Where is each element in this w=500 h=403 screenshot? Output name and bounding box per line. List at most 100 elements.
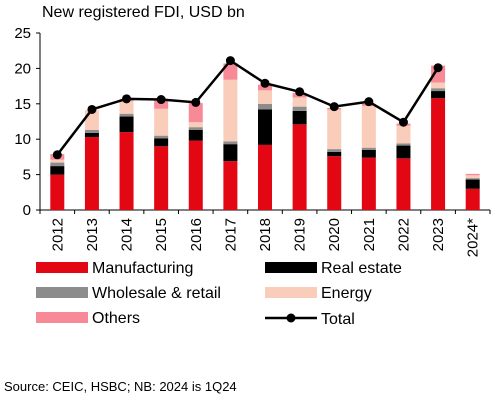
bar-wholesale-retail-2015 bbox=[154, 135, 169, 139]
bar-manufacturing-2024 bbox=[465, 188, 480, 210]
bar-manufacturing-2013 bbox=[84, 137, 99, 210]
x-tick-label: 2018 bbox=[257, 218, 274, 251]
bar-wholesale-retail-2016 bbox=[188, 127, 203, 130]
x-tick-label: 2020 bbox=[326, 218, 343, 251]
bar-energy-2014 bbox=[119, 100, 134, 114]
bar-manufacturing-2021 bbox=[361, 157, 376, 210]
total-point bbox=[52, 150, 62, 160]
bar-real-estate-2024 bbox=[465, 179, 480, 189]
bar-real-estate-2021 bbox=[361, 149, 376, 158]
x-tick-label: 2017 bbox=[222, 218, 239, 251]
total-point bbox=[433, 63, 443, 73]
x-tick-label: 2015 bbox=[153, 218, 170, 251]
total-point bbox=[364, 97, 374, 107]
y-tick-label: 25 bbox=[14, 25, 31, 42]
bar-manufacturing-2022 bbox=[396, 158, 411, 210]
x-tick-label: 2023 bbox=[430, 218, 447, 251]
bar-wholesale-retail-2017 bbox=[223, 141, 238, 145]
bar-manufacturing-2014 bbox=[119, 132, 134, 210]
legend-label: Others bbox=[92, 310, 140, 327]
bar-energy-2017 bbox=[223, 79, 238, 142]
x-tick-label: 2024* bbox=[465, 218, 482, 257]
legend-swatch-others bbox=[36, 312, 88, 323]
bar-wholesale-retail-2018 bbox=[258, 103, 272, 110]
bar-wholesale-retail-2022 bbox=[396, 143, 411, 146]
legend-label: Real estate bbox=[321, 260, 402, 277]
bar-real-estate-2020 bbox=[327, 151, 342, 157]
x-tick-label: 2016 bbox=[188, 218, 205, 251]
legend-label: Manufacturing bbox=[92, 260, 193, 277]
total-point bbox=[225, 56, 235, 66]
source-note: Source: CEIC, HSBC; NB: 2024 is 1Q24 bbox=[4, 379, 237, 394]
bar-energy-2015 bbox=[154, 108, 169, 136]
bar-energy-2012 bbox=[50, 159, 65, 163]
bar-energy-2022 bbox=[396, 125, 411, 144]
legend-label: Wholesale & retail bbox=[92, 285, 221, 302]
chart-title: New registered FDI, USD bn bbox=[42, 4, 245, 21]
bar-wholesale-retail-2014 bbox=[119, 113, 134, 117]
bar-wholesale-retail-2019 bbox=[292, 106, 307, 111]
bar-wholesale-retail-2013 bbox=[84, 129, 99, 133]
bar-real-estate-2017 bbox=[223, 144, 238, 162]
bar-wholesale-retail-2023 bbox=[431, 88, 446, 92]
y-tick-label: 0 bbox=[23, 202, 31, 219]
total-point bbox=[122, 94, 132, 104]
bar-real-estate-2019 bbox=[292, 110, 307, 125]
bar-manufacturing-2017 bbox=[223, 161, 238, 210]
x-tick-label: 2021 bbox=[361, 218, 378, 251]
bar-real-estate-2023 bbox=[431, 91, 446, 99]
total-series-line bbox=[56, 58, 440, 156]
total-point bbox=[87, 104, 97, 114]
chart-bars bbox=[50, 63, 480, 210]
bar-others-2017 bbox=[223, 63, 238, 80]
bar-real-estate-2013 bbox=[84, 132, 99, 138]
x-tick-label: 2013 bbox=[84, 218, 101, 251]
bar-wholesale-retail-2024 bbox=[465, 178, 480, 180]
bar-energy-2024 bbox=[465, 175, 480, 179]
bar-manufacturing-2012 bbox=[50, 174, 65, 210]
bar-others-2024 bbox=[465, 173, 480, 176]
bar-energy-2018 bbox=[258, 90, 272, 104]
chart-axes: 0 5 10 15 20 25 2012 2013 2014 2015 2016 2017 2018 20… bbox=[14, 25, 491, 257]
bar-manufacturing-2015 bbox=[154, 146, 169, 210]
bar-others-2016 bbox=[188, 103, 203, 123]
bar-real-estate-2018 bbox=[258, 109, 272, 145]
bar-real-estate-2022 bbox=[396, 145, 411, 159]
total-point bbox=[398, 117, 408, 127]
legend-marker-total bbox=[286, 313, 296, 323]
bar-real-estate-2014 bbox=[119, 116, 134, 133]
bar-energy-2023 bbox=[431, 82, 446, 89]
bar-real-estate-2016 bbox=[188, 129, 203, 141]
chart-legend: Manufacturing Real estate Wholesale & reta… bbox=[36, 260, 402, 328]
legend-label: Total bbox=[321, 311, 355, 328]
legend-swatch-wholesale-retail bbox=[36, 287, 88, 298]
total-point bbox=[329, 102, 339, 112]
legend-swatch-energy bbox=[265, 287, 317, 298]
bar-real-estate-2012 bbox=[50, 166, 65, 175]
legend-swatch-real-estate bbox=[265, 262, 317, 273]
legend-label: Energy bbox=[321, 285, 372, 302]
bar-wholesale-retail-2021 bbox=[361, 147, 376, 150]
total-point bbox=[191, 97, 201, 107]
total-point bbox=[260, 78, 270, 88]
total-point bbox=[156, 95, 166, 105]
y-tick-label: 20 bbox=[14, 60, 31, 77]
bar-real-estate-2015 bbox=[154, 138, 169, 147]
bar-manufacturing-2020 bbox=[327, 156, 342, 210]
bar-manufacturing-2019 bbox=[292, 124, 307, 210]
bar-manufacturing-2018 bbox=[258, 144, 272, 210]
bar-manufacturing-2023 bbox=[431, 98, 446, 210]
y-tick-label: 5 bbox=[23, 167, 31, 184]
bar-wholesale-retail-2012 bbox=[50, 162, 65, 167]
bar-wholesale-retail-2020 bbox=[327, 149, 342, 152]
bar-others-2015 bbox=[154, 100, 169, 109]
x-tick-label: 2014 bbox=[119, 218, 136, 251]
legend-swatch-manufacturing bbox=[36, 262, 88, 273]
bar-manufacturing-2016 bbox=[188, 140, 203, 210]
total-line bbox=[52, 56, 443, 160]
bar-energy-2020 bbox=[327, 109, 342, 150]
x-tick-label: 2022 bbox=[395, 218, 412, 251]
bar-energy-2016 bbox=[188, 122, 203, 128]
total-point bbox=[295, 87, 305, 97]
